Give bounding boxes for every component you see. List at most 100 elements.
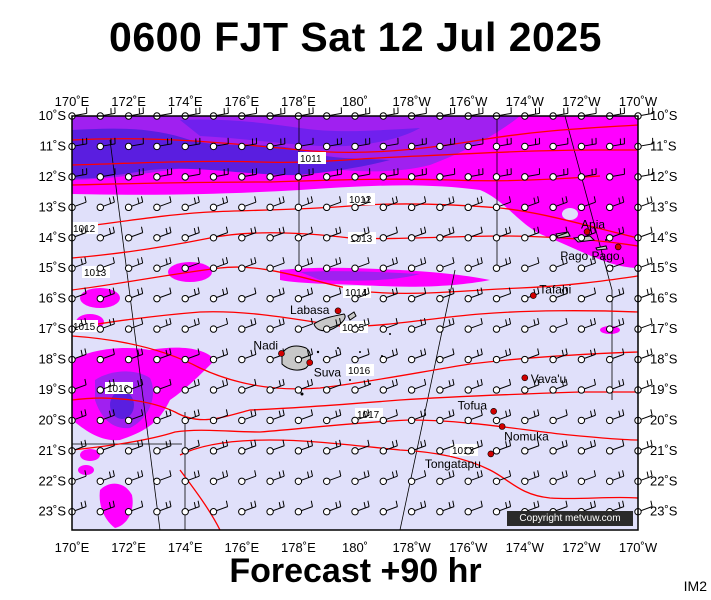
wind-barb (351, 409, 370, 425)
longitude-label-bottom: 170˚E (55, 540, 90, 555)
wind-barb (379, 439, 398, 455)
wind-barb (181, 317, 200, 333)
wind-barb (153, 287, 172, 303)
wind-barb (209, 439, 229, 455)
rain-cell-e (80, 449, 100, 461)
town-marker: Nadi (253, 338, 285, 357)
wind-barb (294, 287, 313, 303)
latitude-label-left: 19˚S (39, 382, 67, 397)
latitude-label-left: 12˚S (39, 169, 67, 184)
svg-text:1011: 1011 (300, 154, 322, 165)
wind-barb (464, 287, 483, 303)
wind-barb (323, 317, 342, 333)
wind-barb (577, 168, 597, 181)
wind-barb (464, 257, 483, 272)
wind-barb (153, 378, 172, 394)
wind-barb (238, 470, 257, 485)
wind-barb (351, 439, 370, 455)
wind-barb (181, 378, 200, 394)
forecast-hour: Forecast +90 hr (229, 552, 482, 590)
wind-barb (549, 317, 568, 333)
wind-barb (351, 500, 370, 516)
wind-barb (238, 439, 257, 455)
latitude-label-right: 22˚S (650, 473, 678, 488)
svg-text:1012: 1012 (349, 195, 372, 206)
wind-barb (181, 137, 201, 151)
latitude-label-left: 15˚S (39, 260, 67, 275)
latitude-label-left: 22˚S (39, 473, 67, 488)
wind-barb (351, 226, 370, 242)
wind-barb (549, 470, 568, 485)
wind-barb (379, 500, 398, 516)
wind-barb (294, 137, 314, 151)
latitude-label-left: 14˚S (39, 230, 67, 245)
wind-barb (238, 500, 257, 516)
wind-barb (96, 500, 115, 516)
town-marker: Tongatapu (425, 450, 495, 471)
wind-barb (181, 226, 200, 242)
wind-barb (464, 137, 484, 151)
rain-cell-apia (562, 208, 578, 220)
wind-barb (209, 168, 229, 181)
wind-barb (238, 196, 257, 212)
wind-barb (577, 378, 596, 394)
wind-barb (464, 470, 483, 485)
wind-barb (323, 226, 342, 242)
latitude-label-right: 19˚S (650, 382, 678, 397)
wind-barb (181, 409, 200, 425)
town-marker: Tafahi (529, 283, 571, 299)
rain-cell-f (78, 465, 94, 475)
wind-barb (266, 257, 285, 272)
wind-barb (266, 378, 285, 394)
wind-barb (351, 287, 370, 303)
wind-barb (323, 287, 342, 303)
wind-barb (351, 470, 370, 485)
longitude-label-bottom: 178˚W (392, 540, 431, 555)
wind-barb (436, 378, 455, 394)
wind-barb (124, 470, 144, 485)
wind-barb (492, 348, 512, 364)
wind-barb (379, 196, 398, 212)
wind-barb (549, 287, 568, 303)
wind-barb (407, 168, 427, 181)
wind-barb (549, 378, 568, 394)
wind-barb (153, 348, 172, 364)
wind-barb (436, 409, 455, 425)
wind-barb (436, 168, 456, 181)
longitude-label-top: 174˚W (506, 94, 545, 109)
wind-barb (294, 348, 313, 364)
wind-barb (323, 500, 342, 516)
wind-barb (181, 348, 200, 364)
wind-barb (606, 317, 625, 333)
wind-barb (124, 226, 144, 242)
wind-barb (492, 470, 512, 485)
image-code: IM2 (683, 578, 707, 594)
wind-barb (351, 317, 370, 333)
wind-barb (266, 196, 285, 212)
wind-barb (181, 287, 200, 303)
longitude-label-top: 178˚E (281, 94, 316, 109)
wind-barb (492, 409, 512, 425)
wind-barb (436, 500, 455, 516)
wind-barb (266, 409, 285, 425)
wind-barb (577, 226, 596, 242)
longitude-label-top: 172˚W (562, 94, 601, 109)
wind-barb (521, 137, 541, 151)
svg-text:1013: 1013 (350, 234, 373, 245)
wind-barb (606, 409, 625, 425)
wind-barb (153, 439, 172, 455)
wind-barb (436, 287, 455, 303)
isobar-label: 1015 (72, 320, 98, 333)
latitude-label-right: 20˚S (650, 412, 678, 427)
wind-barb (521, 226, 540, 242)
wind-barb (492, 137, 512, 151)
wind-barb (464, 168, 484, 181)
longitude-label-top: 180˚ (342, 94, 368, 109)
wind-barb (124, 137, 144, 151)
copyright-badge[interactable]: Copyright metvuw.com (507, 511, 633, 526)
wind-barb (492, 378, 512, 394)
town-marker: Suva (306, 359, 341, 380)
wind-barb (407, 196, 427, 212)
wind-barb (464, 500, 483, 516)
